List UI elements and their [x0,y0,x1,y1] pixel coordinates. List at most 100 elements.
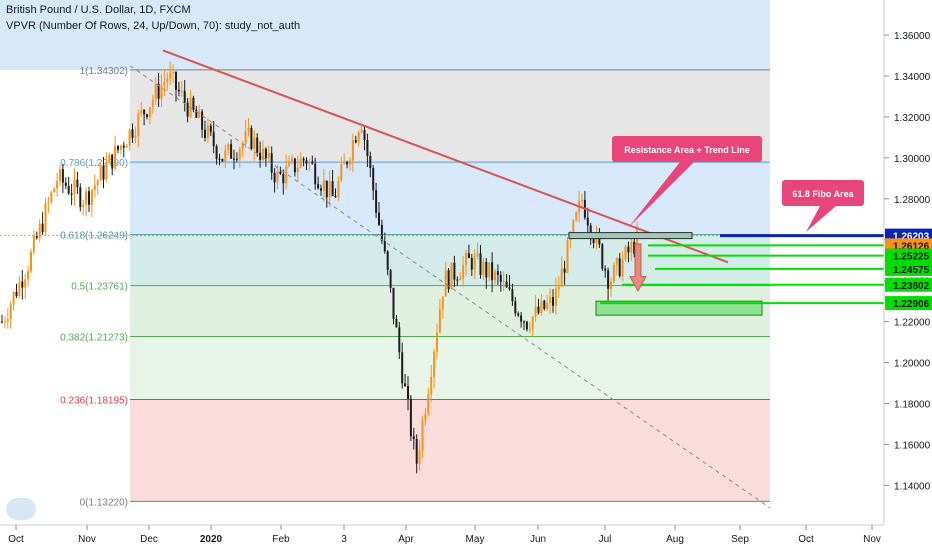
candle-body [227,144,230,151]
candle-body [82,204,85,208]
candle-body [302,158,305,161]
candle-body [35,235,38,238]
candle-body [592,237,595,243]
candle-body [496,271,499,275]
candle-body [21,281,24,288]
price-axis[interactable]: 1.360001.340001.320001.300001.280001.260… [883,0,932,525]
candle-body [177,89,180,92]
candle-body [421,420,424,451]
time-tick-label: Dec [140,534,158,545]
candle-body [560,268,563,287]
candle-body [485,261,488,278]
candle-body [543,300,546,309]
candle-body [238,149,241,160]
candle-body [50,192,53,202]
candle-body [276,171,279,183]
candle-body [195,109,198,118]
candle-body [12,291,15,305]
fib-band [130,336,770,400]
candle-body [624,246,627,260]
candle-body [183,90,186,103]
candle-body [308,161,311,164]
time-tick-label: Jul [599,534,612,545]
candle-body [360,130,363,133]
candle-body [465,253,467,265]
candle-body [386,251,389,270]
candle-body [476,253,479,257]
symbol-title[interactable]: British Pound / U.S. Dollar, 1D, FXCM [6,4,191,16]
candle-body [322,180,325,191]
candle-body [9,304,12,320]
candle-body [395,318,398,328]
candle-body [549,297,552,304]
candle-body [627,246,630,253]
candle-body [192,97,195,110]
candle-body [44,203,47,233]
candle-body [427,394,430,414]
price-label-badge [885,261,932,276]
candle-body [331,181,334,196]
candle-body [125,145,128,148]
candle-body [494,271,496,281]
down-arrow-icon [629,243,647,292]
price-tick-label: 1.16000 [894,440,931,451]
price-label-value: 1.26203 [893,232,930,243]
fib-level-label: 0(1.13220) [80,497,128,508]
candle-body [311,161,314,164]
candle-body [589,225,592,238]
candle-body [447,270,450,289]
time-tick-label: Aug [666,534,684,545]
candle-body [70,193,73,195]
candle-body [1,321,3,323]
candle-body [218,158,221,160]
candle-body [247,127,250,132]
candle-body [523,321,525,323]
candle-body [351,140,354,161]
candle-body [253,137,256,149]
candle-body [90,189,93,205]
candle-body [122,145,125,148]
indicator-title[interactable]: VPVR (Number Of Rows, 24, Up/Down, 70): … [6,20,301,32]
time-tick-label: Jun [530,534,546,545]
candle-body [212,131,215,147]
candle-body [296,167,299,173]
time-tick-label: Oct [798,534,814,545]
candle-body [285,166,288,184]
candle-body [293,158,296,173]
candle-body [204,129,206,138]
candle-body [438,309,441,333]
candle-body [102,165,105,180]
candle-body [166,78,169,82]
candle-body [215,146,218,159]
candle-body [441,296,444,310]
candle-body [148,107,151,117]
candle-body [53,188,56,193]
candle-body [15,291,18,296]
candle-body [450,262,453,289]
time-axis[interactable]: Oct Nov Dec 2020 Feb 3 Apr May Jun Jul Aug Sep Oct No… [0,524,884,545]
time-tick-label: Apr [398,534,414,545]
price-tick-label: 1.32000 [894,113,931,124]
candle-body [517,313,520,316]
candle-body [366,140,369,157]
candle-body [88,191,90,205]
candle-body [6,319,9,322]
time-tick-label: 3 [341,534,347,545]
candle-body [467,253,470,259]
candle-body [47,201,50,204]
candle-body [128,129,131,146]
price-label-value: 1.22906 [893,299,930,310]
price-label-badge [885,296,932,311]
price-label-badge [885,248,932,263]
candle-body [343,162,346,165]
fibo-callout-box [782,180,864,206]
candle-body [67,185,70,194]
candle-body [354,140,357,143]
fibo-callout: 61.8 Fibo Area [782,180,864,232]
candle-body [134,135,137,138]
candle-body [334,195,337,198]
candle-body [314,163,317,185]
candle-body [372,168,375,191]
fib-level-label: 0.618(1.26249) [60,231,128,242]
